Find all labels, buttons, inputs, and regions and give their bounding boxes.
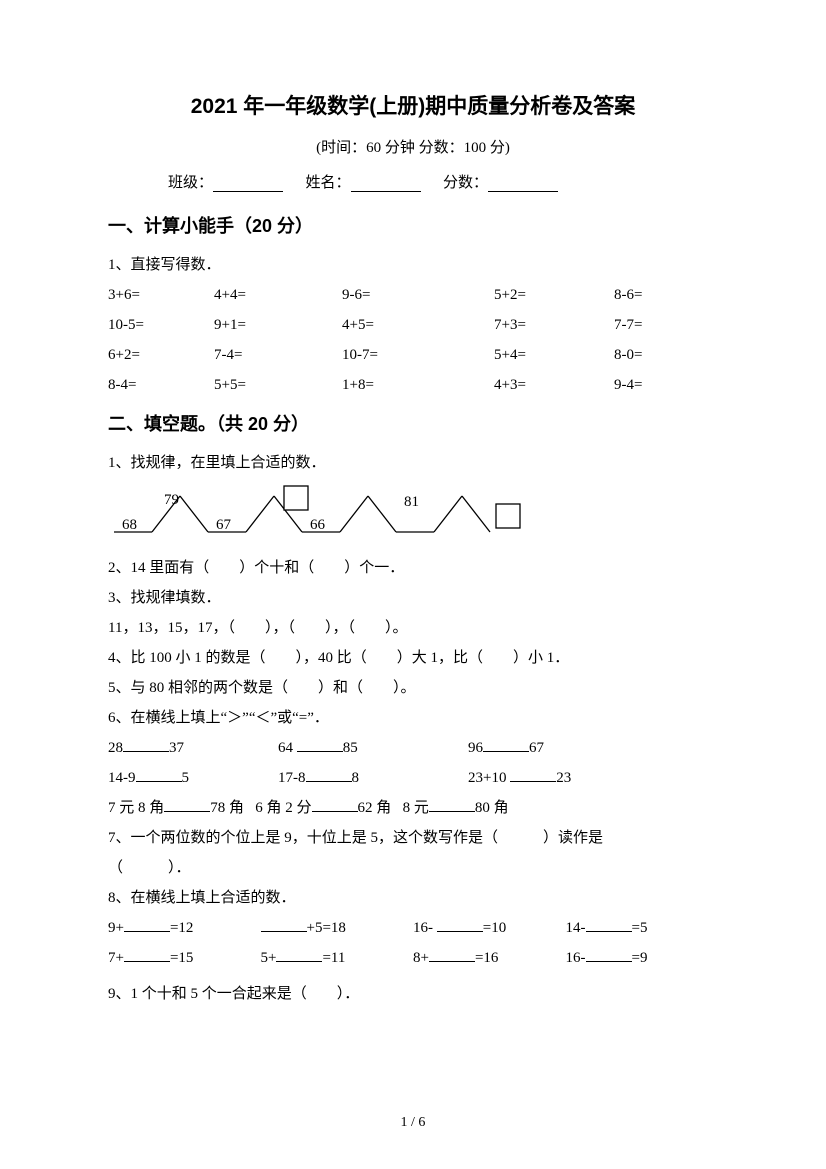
pattern-upper-0: 79	[164, 492, 179, 508]
q2-3b: 11，13，15，17，（ ），（ ），（ ）。	[108, 613, 718, 643]
name-blank	[351, 176, 421, 192]
q2-6: 6、在横线上填上“＞”“＜”或“=”．	[108, 703, 718, 733]
pattern-upper-1: 81	[404, 494, 419, 510]
calc-cell: 8-4=	[108, 370, 214, 400]
class-label: 班级：	[168, 175, 213, 191]
compare-cell: 64 85	[278, 733, 468, 763]
compare-cell: 14-95	[108, 763, 278, 793]
calc-cell: 5+4=	[494, 340, 614, 370]
fill-cell: 16-=9	[566, 943, 719, 973]
calc-cell: 4+3=	[494, 370, 614, 400]
q1-1: 1、直接写得数．	[108, 250, 718, 280]
fill-cell: 5+=11	[261, 943, 414, 973]
calc-row: 10-5= 9+1= 4+5= 7+3= 7-7=	[108, 310, 718, 340]
calc-cell: 8-0=	[614, 340, 704, 370]
fill-cell: 9+=12	[108, 913, 261, 943]
pattern-diagram: 68 79 67 66 81	[104, 484, 534, 544]
q2-3a: 3、找规律填数．	[108, 583, 718, 613]
calc-cell: 9-4=	[614, 370, 704, 400]
q2-2: 2、14 里面有（ ）个十和（ ）个一．	[108, 553, 718, 583]
pattern-base-2: 66	[310, 517, 326, 533]
fill-cell: 7+=15	[108, 943, 261, 973]
name-label: 姓名：	[306, 175, 351, 191]
calc-cell: 5+5=	[214, 370, 342, 400]
calc-cell: 4+4=	[214, 280, 342, 310]
calc-row: 8-4= 5+5= 1+8= 4+3= 9-4=	[108, 370, 718, 400]
fill-row: 7+=15 5+=11 8+=16 16-=9	[108, 943, 718, 973]
compare-cell: 9667	[468, 733, 638, 763]
calc-cell: 9+1=	[214, 310, 342, 340]
page-footer: 1 / 6	[0, 1115, 826, 1131]
subtitle: (时间：60 分钟 分数：100 分)	[108, 136, 718, 157]
calc-cell: 7-4=	[214, 340, 342, 370]
calc-cell: 4+5=	[342, 310, 494, 340]
compare-cell: 23+10 23	[468, 763, 638, 793]
pattern-base-1: 67	[216, 517, 232, 533]
calc-cell: 8-6=	[614, 280, 704, 310]
calc-cell: 1+8=	[342, 370, 494, 400]
fill-cell: 14-=5	[566, 913, 719, 943]
calc-cell: 7-7=	[614, 310, 704, 340]
score-blank	[488, 176, 558, 192]
q2-1: 1、找规律，在里填上合适的数．	[108, 448, 718, 478]
class-blank	[213, 176, 283, 192]
compare-cell: 2837	[108, 733, 278, 763]
section1-head: 一、计算小能手（20 分）	[108, 212, 718, 238]
pattern-base-0: 68	[122, 517, 137, 533]
info-line: 班级： 姓名： 分数：	[108, 171, 718, 192]
fill-row: 9+=12 +5=18 16- =10 14-=5	[108, 913, 718, 943]
fill-cell: +5=18	[261, 913, 414, 943]
calc-cell: 10-5=	[108, 310, 214, 340]
fill-cell: 16- =10	[413, 913, 566, 943]
compare-row-3: 7 元 8 角78 角 6 角 2 分62 角 8 元80 角	[108, 793, 718, 823]
q2-8: 8、在横线上填上合适的数．	[108, 883, 718, 913]
q2-7a: 7、一个两位数的个位上是 9，十位上是 5，这个数写作是（ ）读作是	[108, 823, 718, 853]
calc-row: 3+6= 4+4= 9-6= 5+2= 8-6=	[108, 280, 718, 310]
compare-cell: 17-88	[278, 763, 468, 793]
calc-cell: 3+6=	[108, 280, 214, 310]
section2-head: 二、填空题。（共 20 分）	[108, 410, 718, 436]
calc-cell: 10-7=	[342, 340, 494, 370]
calc-row: 6+2= 7-4= 10-7= 5+4= 8-0=	[108, 340, 718, 370]
q2-4: 4、比 100 小 1 的数是（ ），40 比（ ）大 1，比（ ）小 1．	[108, 643, 718, 673]
fill-cell: 8+=16	[413, 943, 566, 973]
compare-row: 2837 64 85 9667	[108, 733, 718, 763]
compare-row: 14-95 17-88 23+10 23	[108, 763, 718, 793]
calc-cell: 5+2=	[494, 280, 614, 310]
page-title: 2021 年一年级数学(上册)期中质量分析卷及答案	[108, 90, 718, 120]
q2-7b: （ ）．	[108, 853, 718, 883]
calc-cell: 9-6=	[342, 280, 494, 310]
calc-cell: 6+2=	[108, 340, 214, 370]
score-label: 分数：	[443, 175, 488, 191]
q2-5: 5、与 80 相邻的两个数是（ ）和（ ）。	[108, 673, 718, 703]
calc-cell: 7+3=	[494, 310, 614, 340]
q2-9: 9、1 个十和 5 个一合起来是（ ）．	[108, 979, 718, 1009]
